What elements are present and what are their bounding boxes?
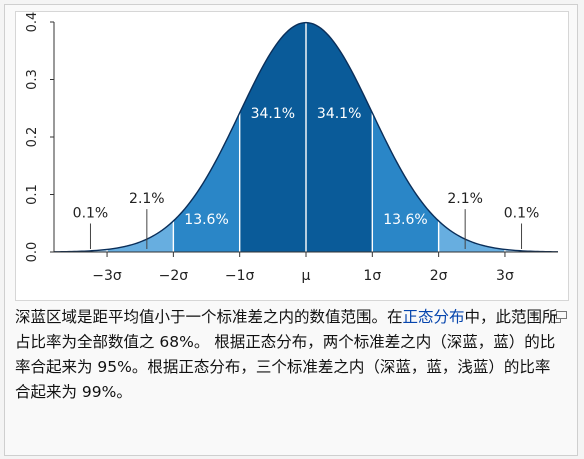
band-label: 34.1% [317,106,361,122]
band-label: 34.1% [251,106,295,122]
band-label: 0.1% [504,206,540,222]
band-lightest-6 [504,249,558,252]
y-tick-label: 0.2 [25,127,40,148]
band-lightest-5 [54,249,108,252]
figure-card: 0.0 0.1 0.2 0.3 0.4 −3σ −2σ −1σ μ 1σ 2σ 3σ 34.1% 34.1… [4,4,578,456]
x-tick-label: μ [302,268,311,284]
x-tick-label: −1σ [225,268,255,284]
y-tick-label: 0.0 [25,242,40,263]
figure-caption: 深蓝区域是距平均值小于一个标准差之内的数值范围。在正态分布中，此范围所占比率为全… [15,305,565,405]
caption-text-1: 深蓝区域是距平均值小于一个标准差之内的数值范围。在 [15,308,403,326]
band-label: 2.1% [129,191,165,207]
x-tick-label: 2σ [430,268,448,284]
x-tick-label: 3σ [496,268,514,284]
density-curve [53,21,559,253]
band-label: 13.6% [184,212,228,228]
band-label: 13.6% [383,212,427,228]
normal-distribution-link[interactable]: 正态分布 [402,308,465,326]
band-light-4 [438,220,505,252]
y-tick-label: 0.4 [25,12,40,32]
caption-text-2: 中，此范围所占比率为全部数值之 68%。 根据正态分布，两个标准差之内（深蓝，蓝… [15,308,558,401]
normal-distribution-chart: 0.0 0.1 0.2 0.3 0.4 −3σ −2σ −1σ μ 1σ 2σ 3σ 34.1% 34.1… [25,12,559,284]
x-tick-label: −3σ [92,268,122,284]
band-label: 2.1% [447,191,483,207]
enlarge-icon[interactable] [551,311,567,323]
y-tick-label: 0.1 [25,184,40,205]
band-label: 0.1% [73,206,109,222]
band-light-3 [107,220,174,252]
chart-container: 0.0 0.1 0.2 0.3 0.4 −3σ −2σ −1σ μ 1σ 2σ 3σ 34.1% 34.1… [15,11,569,301]
y-tick-label: 0.3 [25,69,40,90]
x-tick-label: −2σ [159,268,189,284]
x-tick-label: 1σ [363,268,381,284]
